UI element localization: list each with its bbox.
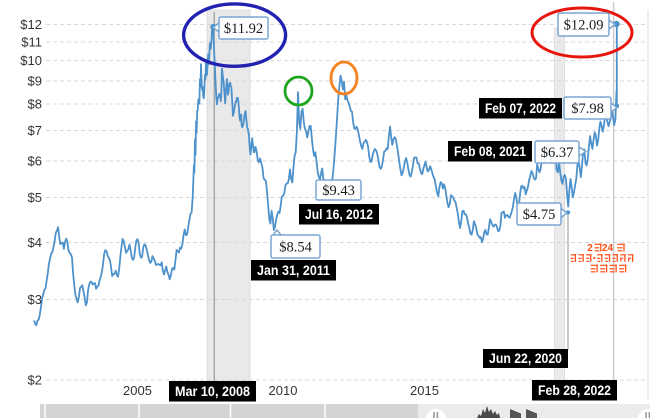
svg-text:$3: $3 bbox=[28, 292, 42, 307]
svg-text:$9.43: $9.43 bbox=[322, 183, 355, 199]
svg-text:$6: $6 bbox=[28, 154, 42, 169]
svg-text:$11.92: $11.92 bbox=[224, 21, 263, 37]
svg-text:$12: $12 bbox=[20, 17, 42, 32]
svg-text:$9: $9 bbox=[28, 74, 42, 89]
svg-text:$6.37: $6.37 bbox=[541, 145, 574, 161]
svg-text:$8: $8 bbox=[28, 97, 42, 112]
svg-text:$7: $7 bbox=[28, 123, 42, 138]
svg-text:2: 2 bbox=[587, 243, 593, 254]
svg-text:$4: $4 bbox=[28, 235, 42, 250]
svg-text:$11: $11 bbox=[21, 35, 42, 50]
svg-text:Jul 16, 2012: Jul 16, 2012 bbox=[305, 207, 373, 222]
svg-text:$4.75: $4.75 bbox=[523, 207, 556, 223]
svg-text:$12.09: $12.09 bbox=[564, 17, 604, 33]
svg-text:Jan 31, 2011: Jan 31, 2011 bbox=[257, 263, 330, 278]
svg-text:2015: 2015 bbox=[410, 383, 439, 398]
svg-text:$7.98: $7.98 bbox=[571, 101, 604, 117]
svg-text:$10: $10 bbox=[20, 53, 42, 68]
svg-text:Feb 08, 2021: Feb 08, 2021 bbox=[454, 144, 526, 159]
svg-text:2005: 2005 bbox=[123, 383, 152, 398]
svg-text:$2: $2 bbox=[28, 373, 42, 388]
svg-text:$5: $5 bbox=[28, 190, 42, 205]
svg-text:Mar 10, 2008: Mar 10, 2008 bbox=[175, 384, 250, 399]
svg-text:$8.54: $8.54 bbox=[279, 239, 312, 255]
svg-text:Jun 22, 2020: Jun 22, 2020 bbox=[489, 351, 562, 366]
svg-text:24: 24 bbox=[602, 243, 614, 254]
svg-text:Feb 28, 2022: Feb 28, 2022 bbox=[538, 383, 611, 398]
svg-text:2010: 2010 bbox=[269, 383, 298, 398]
svg-text:Feb 07, 2022: Feb 07, 2022 bbox=[485, 101, 556, 116]
